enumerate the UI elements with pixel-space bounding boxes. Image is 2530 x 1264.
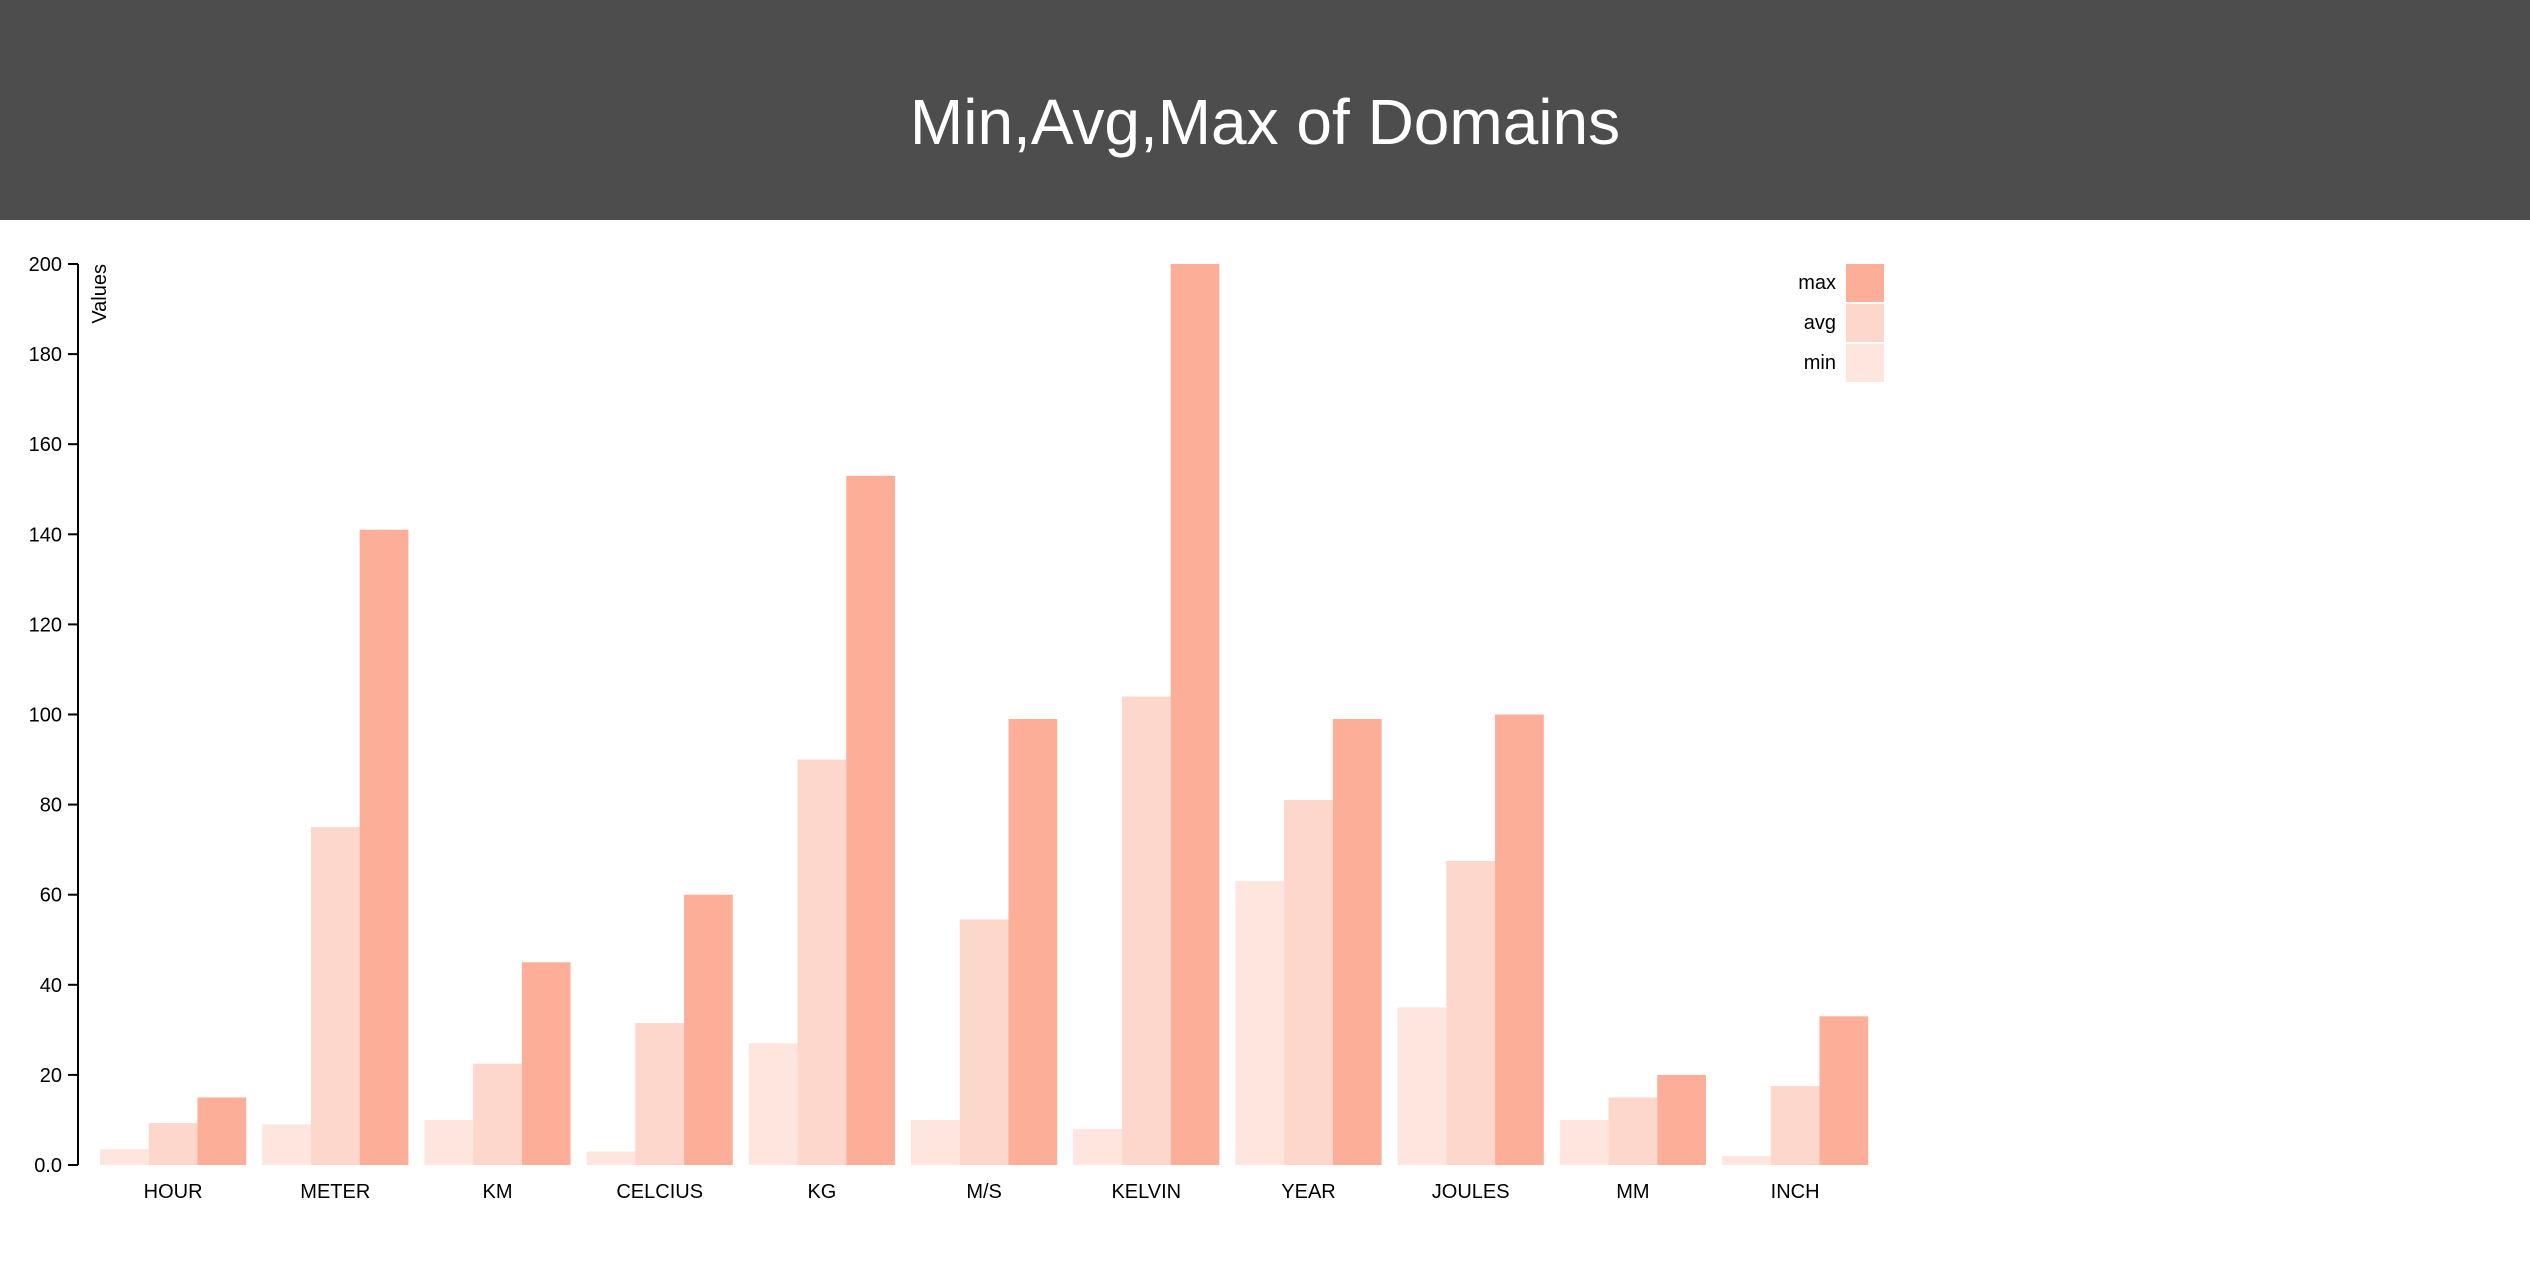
- legend-label-avg: avg: [1804, 312, 1836, 334]
- bar-max-meter: [359, 529, 409, 1165]
- bar-max-km: [521, 962, 571, 1165]
- x-tick-label: KG: [807, 1181, 836, 1203]
- x-tick-label: MM: [1616, 1181, 1649, 1203]
- bar-min-ms: [911, 1119, 960, 1165]
- bar-max-kg: [846, 475, 895, 1165]
- bar-min-hour: [100, 1149, 149, 1165]
- bar-max-hour: [197, 1097, 247, 1165]
- y-tick-label: 20: [40, 1065, 62, 1087]
- bar-min-meter: [262, 1124, 311, 1165]
- x-tick-label: KM: [483, 1181, 513, 1203]
- y-tick-label: 0.0: [34, 1155, 62, 1177]
- bar-avg-joules: [1446, 860, 1496, 1165]
- bar-avg-mm: [1608, 1097, 1658, 1165]
- y-tick-label: 200: [29, 254, 62, 276]
- header-bar: Min,Avg,Max of Domains: [0, 0, 2530, 220]
- y-tick-label: 40: [40, 975, 62, 997]
- y-tick-label: 120: [29, 614, 62, 636]
- y-tick-label: 60: [40, 885, 62, 907]
- y-tick-label: 80: [40, 795, 62, 817]
- x-tick-label: CELCIUS: [616, 1181, 703, 1203]
- bar-avg-kg: [797, 759, 847, 1165]
- bar-min-mm: [1559, 1119, 1609, 1165]
- legend: max avg min: [1798, 264, 1884, 382]
- y-tick-label: 140: [29, 524, 62, 546]
- bar-max-celcius: [684, 894, 733, 1165]
- legend-label-min: min: [1804, 352, 1836, 374]
- bar-avg-km: [473, 1063, 522, 1165]
- x-tick-label: METER: [300, 1181, 370, 1203]
- legend-label-max: max: [1798, 272, 1836, 294]
- bar-min-year: [1235, 881, 1285, 1165]
- page-title: Min,Avg,Max of Domains: [909, 86, 1621, 158]
- bar-min-kelvin: [1073, 1128, 1122, 1165]
- x-tick-label: HOUR: [144, 1181, 203, 1203]
- bar-max-mm: [1657, 1074, 1706, 1165]
- bar-max-ms: [1008, 719, 1058, 1165]
- bar-min-km: [424, 1119, 474, 1165]
- y-axis: 0.0 20 40 60 80 100 120 140 160 180 200: [29, 254, 79, 1177]
- bar-chart: 0.0 20 40 60 80 100 120 140 160 180 200 HOUR METER K…: [29, 254, 1884, 1203]
- x-tick-label: INCH: [1771, 1181, 1820, 1203]
- bar-avg-hour: [148, 1123, 198, 1165]
- bar-avg-kelvin: [1121, 696, 1171, 1165]
- legend-swatch-min: [1846, 344, 1884, 382]
- bars: [100, 264, 1869, 1165]
- bar-avg-inch: [1770, 1086, 1820, 1165]
- x-tick-label: YEAR: [1281, 1181, 1335, 1203]
- bar-avg-ms: [959, 919, 1009, 1165]
- bar-min-inch: [1722, 1155, 1771, 1165]
- y-axis-label: Values: [89, 264, 111, 324]
- bar-max-year: [1332, 719, 1382, 1165]
- legend-swatch-avg: [1846, 304, 1884, 342]
- bar-avg-year: [1284, 800, 1333, 1165]
- x-tick-label: JOULES: [1432, 1181, 1510, 1203]
- bar-max-kelvin: [1170, 264, 1220, 1165]
- bar-min-joules: [1397, 1007, 1447, 1165]
- bar-min-celcius: [586, 1151, 636, 1165]
- y-tick-label: 160: [29, 434, 62, 456]
- y-tick-label: 180: [29, 344, 62, 366]
- x-tick-label: KELVIN: [1111, 1181, 1181, 1203]
- y-tick-label: 100: [29, 705, 62, 727]
- bar-max-joules: [1495, 714, 1544, 1165]
- bar-avg-celcius: [635, 1023, 685, 1165]
- x-tick-label: M/S: [966, 1181, 1002, 1203]
- legend-swatch-max: [1846, 264, 1884, 302]
- bar-max-inch: [1819, 1016, 1869, 1165]
- bar-min-kg: [748, 1043, 798, 1165]
- bar-avg-meter: [310, 827, 360, 1165]
- x-axis: HOUR METER KM CELCIUS KG M/S KELVIN YEAR JOULES M…: [144, 1181, 1820, 1203]
